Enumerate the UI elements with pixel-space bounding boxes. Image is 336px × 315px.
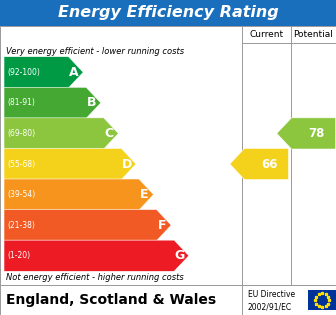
Text: 66: 66 xyxy=(261,158,278,170)
Bar xyxy=(308,290,336,310)
Text: (92-100): (92-100) xyxy=(7,68,40,77)
Text: (55-68): (55-68) xyxy=(7,159,35,169)
Text: G: G xyxy=(175,249,185,262)
Polygon shape xyxy=(230,148,289,180)
Polygon shape xyxy=(4,240,189,271)
Polygon shape xyxy=(4,209,171,241)
Text: Current: Current xyxy=(249,30,284,39)
Text: A: A xyxy=(69,66,79,79)
Text: D: D xyxy=(122,158,132,170)
Text: Very energy efficient - lower running costs: Very energy efficient - lower running co… xyxy=(6,48,184,56)
Polygon shape xyxy=(4,179,154,210)
Text: (39-54): (39-54) xyxy=(7,190,35,199)
Text: (1-20): (1-20) xyxy=(7,251,30,260)
Text: Energy Efficiency Rating: Energy Efficiency Rating xyxy=(58,5,278,20)
Text: England, Scotland & Wales: England, Scotland & Wales xyxy=(6,293,216,307)
Text: Potential: Potential xyxy=(294,30,333,39)
Polygon shape xyxy=(4,118,118,149)
Text: (81-91): (81-91) xyxy=(7,98,35,107)
Text: 78: 78 xyxy=(308,127,325,140)
Text: C: C xyxy=(105,127,114,140)
Text: EU Directive: EU Directive xyxy=(248,290,295,299)
Bar xyxy=(0,285,336,315)
Polygon shape xyxy=(4,148,136,180)
Polygon shape xyxy=(277,118,336,149)
Text: 2002/91/EC: 2002/91/EC xyxy=(248,302,292,311)
Bar xyxy=(0,26,336,285)
Polygon shape xyxy=(4,87,101,118)
Text: Not energy efficient - higher running costs: Not energy efficient - higher running co… xyxy=(6,273,184,283)
Text: B: B xyxy=(87,96,96,109)
Polygon shape xyxy=(4,57,83,88)
Text: (69-80): (69-80) xyxy=(7,129,35,138)
Text: F: F xyxy=(158,219,166,232)
Text: E: E xyxy=(140,188,149,201)
Bar xyxy=(0,0,336,26)
Text: (21-38): (21-38) xyxy=(7,220,35,230)
